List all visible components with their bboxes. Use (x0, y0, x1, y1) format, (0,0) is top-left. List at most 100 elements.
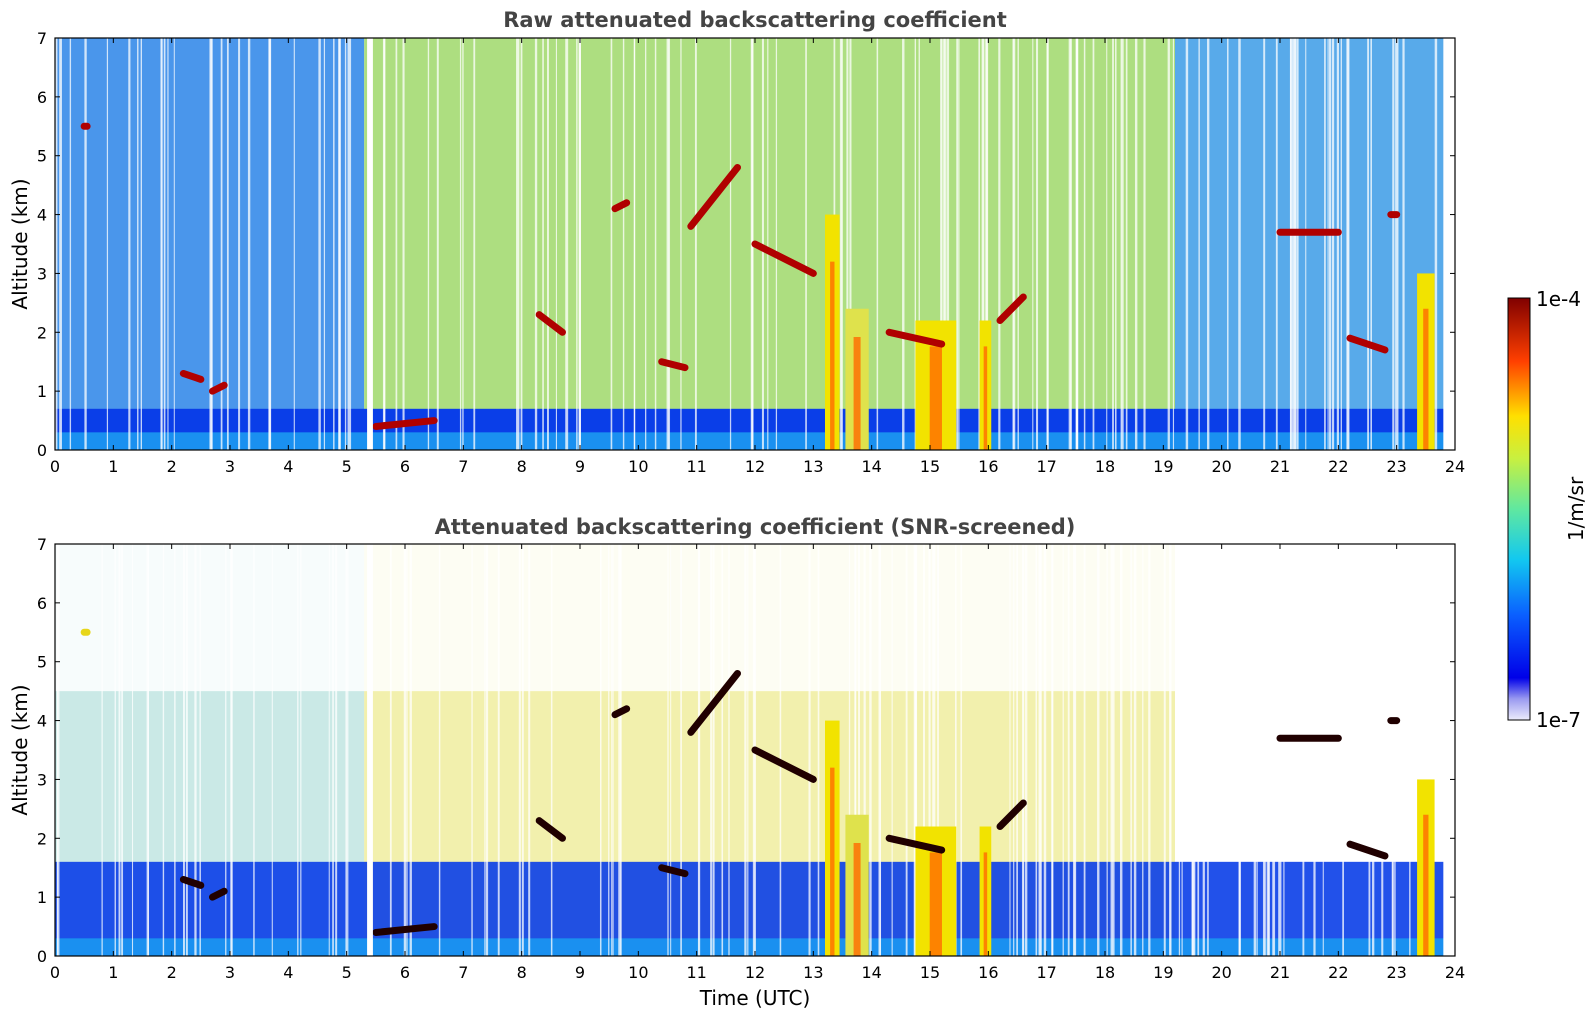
data-gap-stripe (918, 38, 920, 450)
x-tick-label: 11 (686, 457, 706, 476)
cloud-layer (885, 834, 946, 854)
data-gap-stripe (1305, 38, 1307, 450)
data-gap-stripe (1273, 544, 1276, 956)
data-gap-stripe (247, 38, 251, 450)
y-tick-label: 7 (37, 535, 47, 554)
x-tick-label: 17 (1036, 963, 1056, 982)
x-tick-label: 5 (342, 457, 352, 476)
data-gap-stripe (300, 544, 302, 956)
data-gap-stripe (516, 38, 519, 450)
data-gap-stripe (1324, 38, 1326, 450)
data-gap-stripe (954, 544, 957, 956)
data-gap-stripe (1038, 544, 1041, 956)
data-gap-stripe (747, 544, 749, 956)
data-gap-stripe (937, 544, 939, 956)
panel-screened: Attenuated backscattering coefficient (S… (8, 515, 1465, 1010)
y-tick-label: 6 (37, 594, 47, 613)
data-gap-stripe (332, 544, 334, 956)
x-tick-label: 11 (686, 963, 706, 982)
x-tick-label: 12 (745, 457, 765, 476)
data-gap-stripe (101, 544, 103, 956)
data-gap-stripe (1112, 38, 1114, 450)
cloud-layer (179, 875, 205, 889)
data-gap-stripe (199, 544, 201, 956)
panel-raw: Raw attenuated backscattering coefficien… (8, 8, 1465, 476)
cloud-layer (687, 163, 741, 230)
data-gap-stripe (1395, 38, 1398, 450)
data-gap-stripe (1112, 544, 1115, 956)
data-gap-stripe (620, 544, 622, 956)
data-gap-stripe (1185, 38, 1189, 450)
data-gap-stripe (1279, 544, 1282, 956)
data-gap-stripe (347, 38, 350, 450)
data-gap-stripe (403, 544, 407, 956)
data-gap-stripe (209, 38, 212, 450)
data-gap-stripe (940, 38, 943, 450)
panel-screened-plot (55, 544, 1455, 956)
data-gap-stripe (1381, 544, 1384, 956)
x-tick-label: 8 (517, 457, 527, 476)
precipitation-core (853, 842, 861, 956)
data-gap-stripe (253, 544, 255, 956)
data-gap-stripe (744, 544, 747, 956)
data-gap-stripe (1313, 544, 1316, 956)
precipitation-core (983, 852, 988, 956)
data-gap-stripe (1227, 38, 1229, 450)
precipitation-core (853, 336, 861, 450)
x-tick-label: 24 (1445, 963, 1465, 982)
data-gap-stripe (1167, 38, 1170, 450)
data-gap-stripe (612, 544, 614, 956)
data-gap-stripe (297, 544, 299, 956)
data-gap-stripe (694, 38, 697, 450)
data-gap-stripe (1012, 38, 1015, 450)
cloud-layer (611, 199, 631, 213)
data-gap-stripe (1016, 544, 1018, 956)
data-gap-stripe (1266, 544, 1269, 956)
data-gap-stripe (1192, 544, 1195, 956)
data-gap-stripe (933, 544, 936, 956)
data-gap-stripe (946, 38, 950, 450)
x-tick-label: 15 (920, 457, 940, 476)
data-gap-stripe (618, 544, 621, 956)
data-gap-stripe (328, 544, 330, 956)
data-gap-stripe (1256, 544, 1258, 956)
data-gap-stripe (1367, 38, 1370, 450)
data-gap-stripe (1062, 544, 1064, 956)
cloud-layer (611, 705, 631, 719)
data-gap-stripe (1025, 544, 1028, 956)
data-gap-stripe (238, 38, 241, 450)
data-gap-stripe (767, 38, 769, 450)
x-tick-label: 24 (1445, 457, 1465, 476)
x-tick-label: 3 (225, 457, 235, 476)
data-gap-stripe (1238, 38, 1241, 450)
x-tick-label: 6 (400, 963, 410, 982)
data-gap-stripe (1322, 544, 1324, 956)
x-tick-label: 1 (108, 457, 118, 476)
data-gap-stripe (1262, 544, 1265, 956)
data-gap-stripe (409, 544, 412, 956)
precipitation-core (1423, 308, 1429, 450)
data-gap-stripe (1120, 38, 1122, 450)
y-tick-label: 4 (37, 206, 47, 225)
data-gap-stripe (1198, 38, 1200, 450)
data-gap-stripe (1290, 38, 1292, 450)
x-tick-label: 23 (1386, 457, 1406, 476)
data-gap-stripe (565, 38, 567, 450)
data-gap-stripe (1394, 544, 1396, 956)
data-gap-stripe (869, 544, 872, 956)
data-gap-stripe (721, 544, 724, 956)
data-gap-stripe (1110, 544, 1113, 956)
data-gap-stripe (528, 544, 531, 956)
data-gap-stripe (1191, 544, 1194, 956)
x-tick-label: 16 (978, 963, 998, 982)
data-gap-stripe (1074, 544, 1077, 956)
cloud-layer (996, 799, 1027, 831)
data-gap-stripe (608, 544, 610, 956)
y-tick-label: 1 (37, 382, 47, 401)
x-tick-label: 1 (108, 963, 118, 982)
data-gap-stripe (344, 38, 347, 450)
data-gap-stripe (555, 38, 558, 450)
data-gap-stripe (902, 38, 905, 450)
data-gap-stripe (1083, 544, 1086, 956)
data-gap-stripe (333, 38, 335, 450)
